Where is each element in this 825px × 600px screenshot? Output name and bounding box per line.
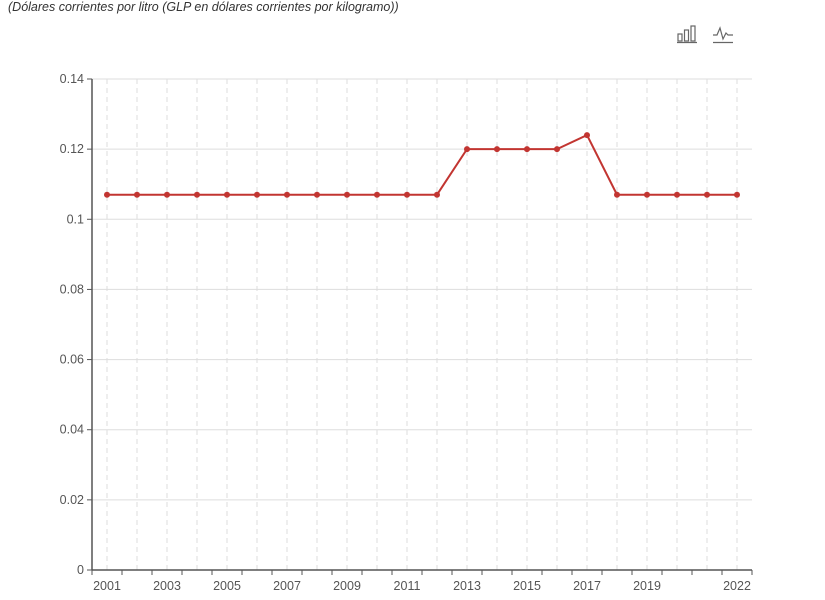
x-tick-label: 2005 bbox=[213, 579, 241, 593]
data-point bbox=[644, 191, 650, 198]
data-point bbox=[284, 191, 290, 198]
data-point bbox=[584, 132, 590, 139]
x-tick-label: 2007 bbox=[273, 579, 301, 593]
data-point bbox=[464, 146, 470, 153]
x-tick-label: 2015 bbox=[513, 579, 541, 593]
y-tick-label: 0.02 bbox=[60, 493, 84, 507]
data-point bbox=[704, 191, 710, 198]
data-point bbox=[524, 146, 530, 153]
x-tick-label: 2022 bbox=[723, 579, 751, 593]
data-point bbox=[404, 191, 410, 198]
y-tick-label: 0.04 bbox=[60, 423, 84, 437]
data-point bbox=[344, 191, 350, 198]
x-tick-label: 2017 bbox=[573, 579, 601, 593]
data-point bbox=[164, 191, 170, 198]
data-point bbox=[224, 191, 230, 198]
x-tick-label: 2009 bbox=[333, 579, 361, 593]
x-tick-label: 2011 bbox=[394, 579, 421, 593]
data-point bbox=[194, 191, 200, 198]
y-tick-label: 0.1 bbox=[67, 212, 84, 226]
data-point bbox=[314, 191, 320, 198]
data-point bbox=[614, 191, 620, 198]
data-point bbox=[734, 191, 740, 198]
data-point bbox=[674, 191, 680, 198]
data-point bbox=[104, 191, 110, 198]
x-tick-label: 2001 bbox=[93, 579, 121, 593]
series-line bbox=[107, 133, 737, 196]
data-point bbox=[134, 191, 140, 198]
y-tick-label: 0 bbox=[77, 563, 84, 577]
data-point bbox=[554, 146, 560, 153]
bar-chart-icon[interactable] bbox=[676, 24, 698, 44]
x-tick-label: 2013 bbox=[453, 579, 481, 593]
y-tick-label: 0.06 bbox=[60, 353, 84, 367]
x-tick-label: 2003 bbox=[153, 579, 181, 593]
y-tick-label: 0.14 bbox=[60, 72, 84, 86]
data-point bbox=[434, 191, 440, 198]
y-tick-label: 0.12 bbox=[60, 142, 84, 156]
line-chart-icon[interactable] bbox=[712, 24, 734, 44]
data-point bbox=[254, 191, 260, 198]
data-point bbox=[494, 146, 500, 153]
chart-subtitle: (Dólares corrientes por litro (GLP en dó… bbox=[8, 0, 399, 14]
x-tick-label: 2019 bbox=[633, 579, 661, 593]
data-point bbox=[374, 191, 380, 198]
y-tick-label: 0.08 bbox=[60, 282, 84, 296]
chart-toolbox bbox=[676, 24, 734, 44]
